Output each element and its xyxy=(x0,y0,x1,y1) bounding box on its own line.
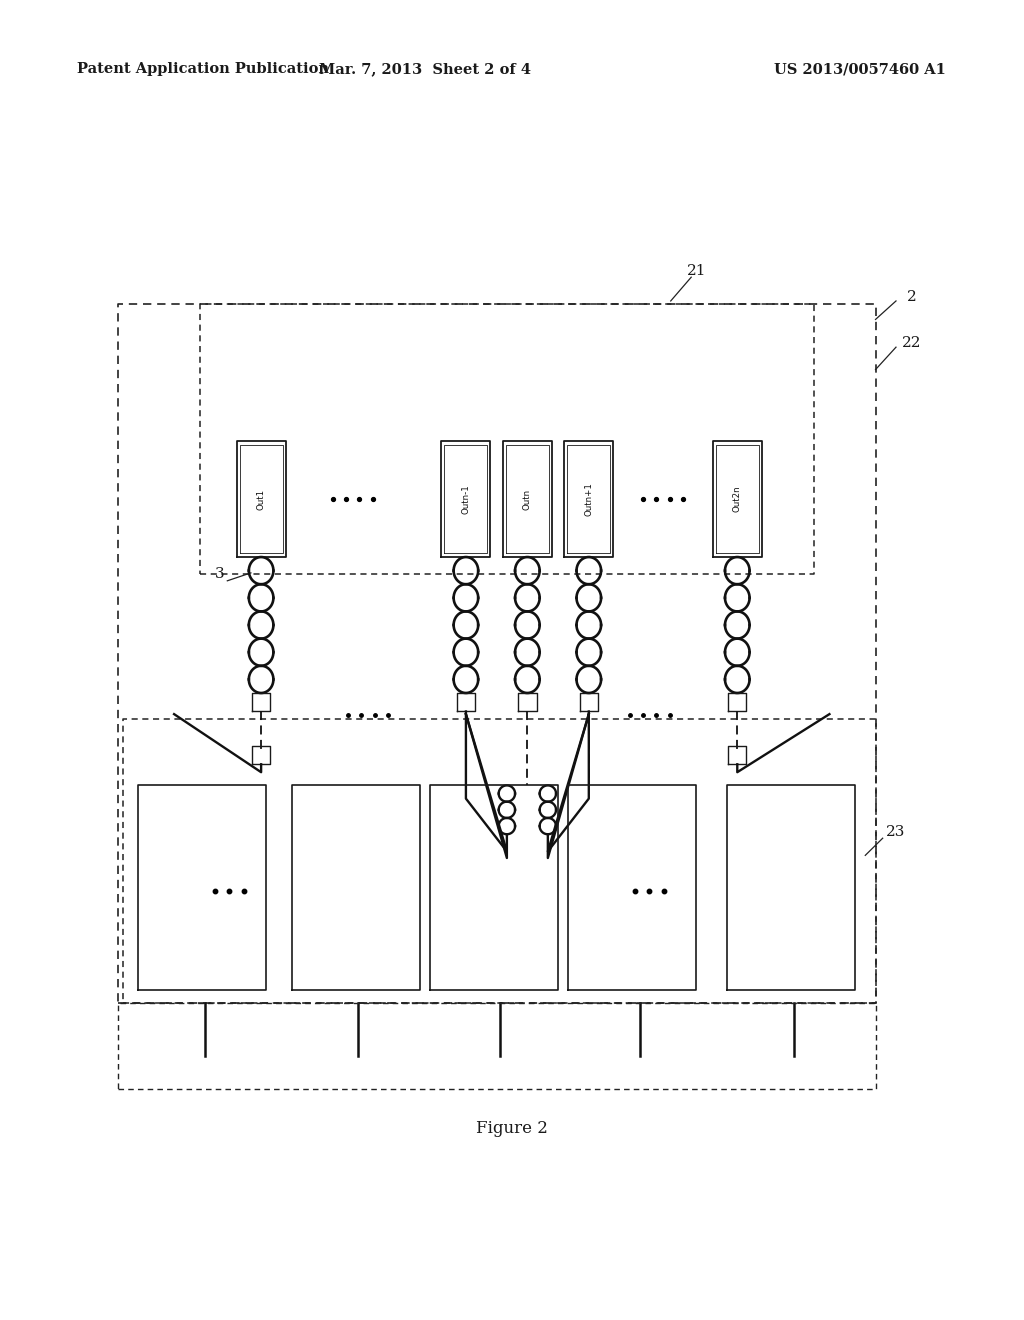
Text: Out2n: Out2n xyxy=(733,486,741,512)
Text: US 2013/0057460 A1: US 2013/0057460 A1 xyxy=(774,62,946,77)
Text: Out1: Out1 xyxy=(257,488,265,510)
Text: Outn+1: Outn+1 xyxy=(585,482,593,516)
Text: 23: 23 xyxy=(887,825,905,838)
Text: 2: 2 xyxy=(906,290,916,304)
Text: Outn: Outn xyxy=(523,488,531,510)
Text: Figure 2: Figure 2 xyxy=(476,1121,548,1137)
Text: 21: 21 xyxy=(686,264,707,277)
Text: 3: 3 xyxy=(215,568,225,581)
Text: 22: 22 xyxy=(901,337,922,350)
Text: Outn-1: Outn-1 xyxy=(462,484,470,513)
Text: Mar. 7, 2013  Sheet 2 of 4: Mar. 7, 2013 Sheet 2 of 4 xyxy=(318,62,531,77)
Text: Patent Application Publication: Patent Application Publication xyxy=(77,62,329,77)
